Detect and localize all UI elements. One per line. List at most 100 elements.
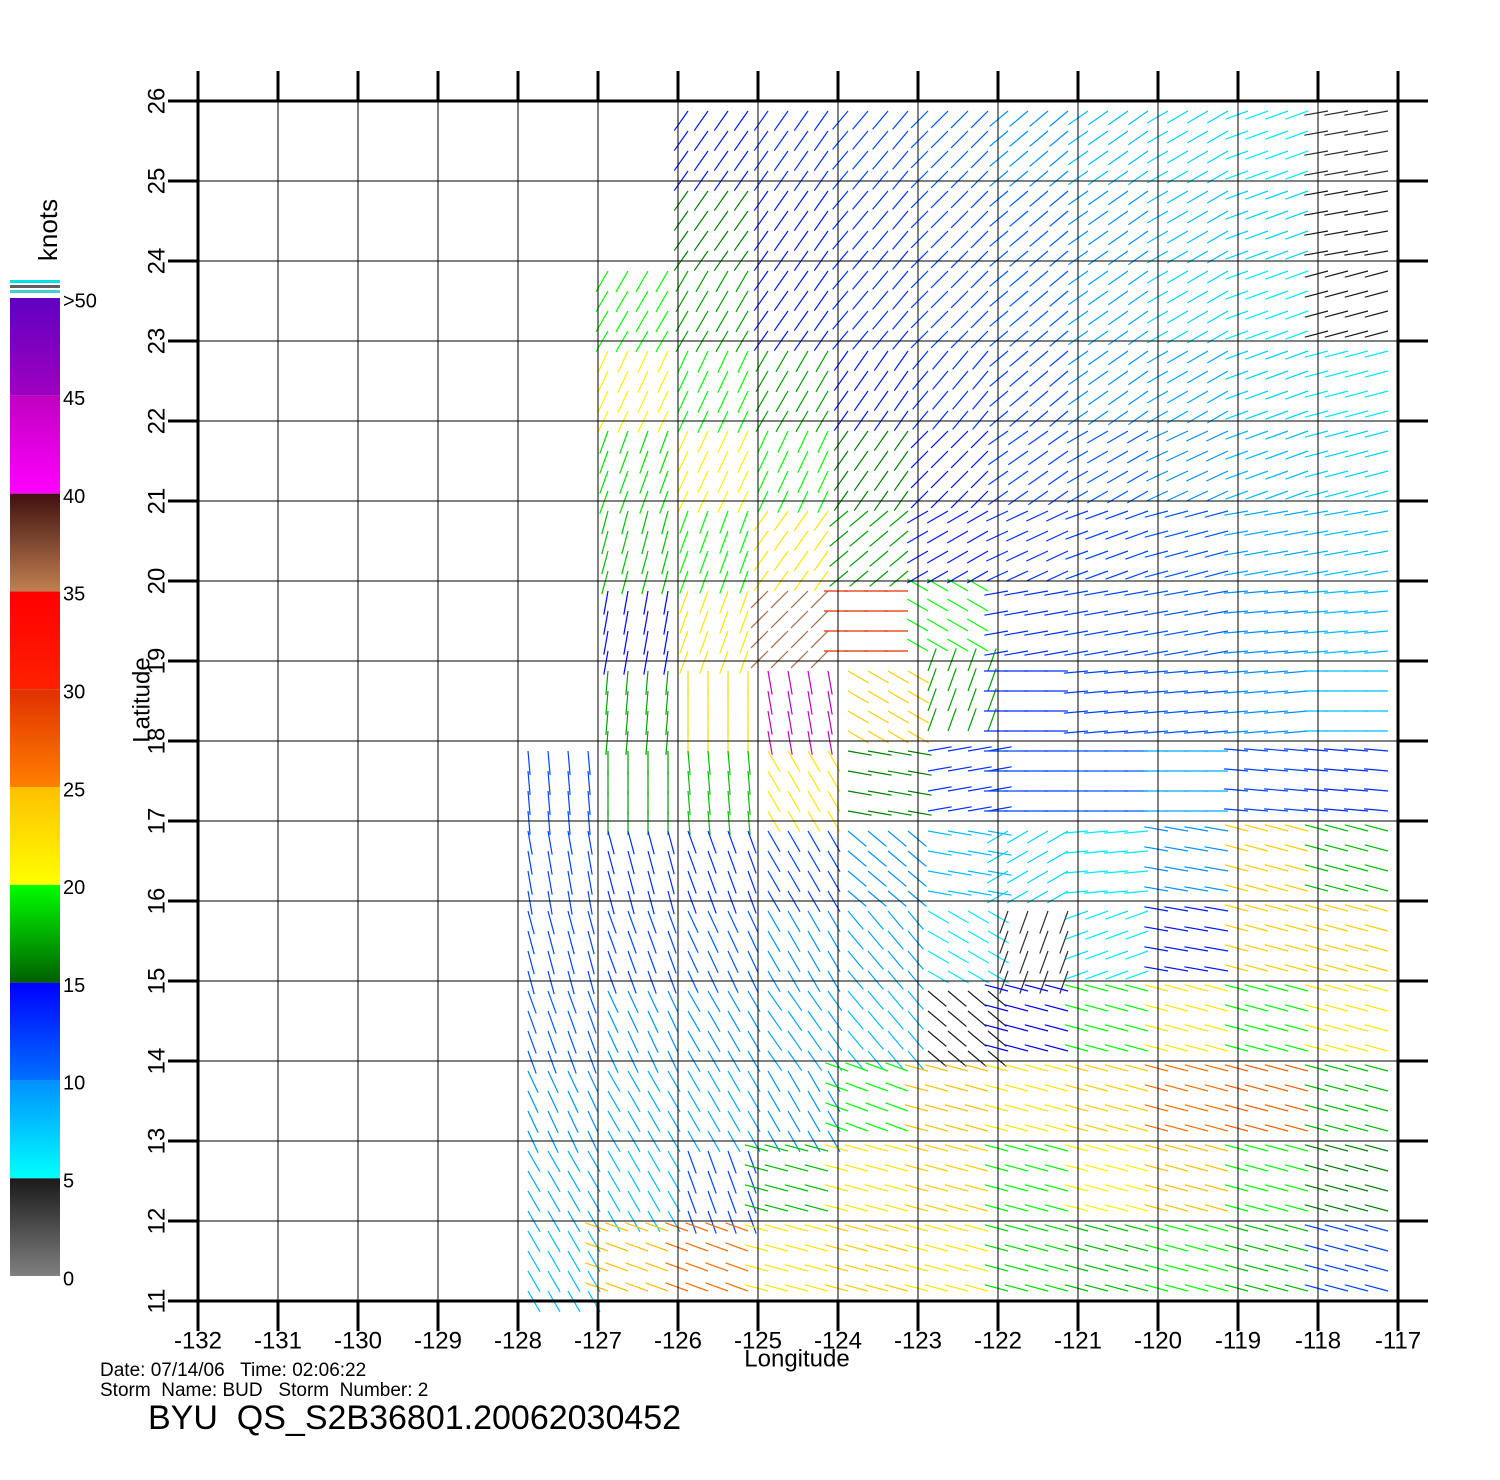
wind-vector [827,730,833,755]
wind-vector [1047,450,1069,466]
wind-vector [1245,490,1269,500]
wind-vector [864,1144,889,1152]
wind-vector [1106,470,1129,484]
wind-vector [1164,1024,1189,1032]
wind-vector [926,530,949,544]
wind-vector [1004,1044,1029,1052]
wind-vector [1049,210,1069,227]
wind-vector [964,1064,989,1072]
wind-vector [970,250,989,269]
wind-vector [1265,370,1289,380]
wind-vector [984,1124,1009,1132]
wind-vector [1204,1284,1229,1292]
wind-vector [1007,450,1029,466]
wind-vector [567,910,575,935]
wind-vector [727,790,731,815]
wind-vector [984,1284,1009,1292]
wind-vector [1087,330,1109,346]
wind-vector [625,690,629,715]
wind-vector [807,930,821,953]
wind-vector [1244,1124,1269,1132]
wind-vector [1344,1144,1369,1152]
wind-vector [927,870,952,876]
wind-vector [1245,190,1269,200]
wind-vector [1364,884,1389,892]
wind-vector [1204,1244,1229,1252]
wind-vector [927,1050,947,1067]
wind-vector [764,1164,789,1172]
wind-vector [587,810,591,835]
wind-vector [1124,1124,1149,1132]
wind-vector [1324,630,1349,634]
wind-vector [1265,110,1289,120]
wind-vector [904,1104,929,1112]
wind-vector [1029,230,1049,247]
wind-vector [1024,1124,1049,1132]
wind-vector [1265,130,1289,140]
wind-vector [764,1204,789,1212]
wind-vector [784,1244,809,1252]
wind-vector [1045,570,1069,582]
wind-vector [585,1282,609,1292]
wind-vector [1165,430,1189,442]
wind-vector [1344,1244,1369,1252]
wind-vector [1324,984,1349,992]
wind-vector [852,250,869,270]
wind-vector [1304,650,1329,654]
wind-vector [970,470,989,489]
wind-vector [1044,1104,1069,1112]
wind-vector [1364,768,1389,772]
wind-vector [967,806,992,812]
wind-vector [1009,150,1029,167]
wind-vector [1245,170,1269,180]
wind-vector [1204,1204,1229,1212]
wind-vector [527,970,535,995]
wind-vector [1244,748,1269,752]
wind-vector [964,1104,989,1112]
wind-vector [673,230,689,252]
wind-vector [619,450,629,474]
wind-vector [627,1190,641,1213]
wind-vector [1224,1044,1249,1052]
wind-vector [1029,270,1049,287]
wind-vector [1184,846,1209,852]
wind-vector [1084,590,1109,596]
wind-vector [1284,590,1309,594]
wind-vector [1264,510,1289,516]
wind-vector [697,490,709,514]
wind-vector [1244,650,1269,654]
wind-vector [1224,730,1249,734]
wind-vector [1024,1064,1049,1072]
x-axis-label: Longitude [744,1345,849,1372]
wind-vector [972,410,989,430]
wind-vector [1324,864,1349,872]
wind-vector [773,550,789,572]
wind-vector [717,410,729,434]
wind-vector [770,630,789,649]
wind-vector [1265,470,1289,480]
wind-vector [1204,670,1229,674]
wind-vector [944,1224,969,1232]
colorbar-cap [10,285,60,288]
wind-vector [685,1262,709,1272]
wind-vector [767,730,773,755]
wind-vector [852,310,869,330]
wind-vector [964,1244,989,1252]
wind-vector [1144,866,1169,872]
wind-vector [1029,290,1049,307]
wind-vector [1144,1264,1169,1272]
wind-vector [1264,650,1289,654]
wind-vector [1304,1224,1329,1232]
wind-vector [727,990,741,1013]
wind-vector [1084,984,1109,992]
wind-vector [1107,290,1129,306]
wind-vector [627,1010,639,1034]
wind-vector [987,786,1012,792]
wind-vector [1127,350,1149,366]
wind-vector [887,950,904,970]
wind-vector [1144,670,1169,674]
wind-vector [527,870,533,895]
wind-vector [1285,150,1309,160]
wind-vector [1019,950,1029,974]
wind-vector [1124,1264,1149,1272]
